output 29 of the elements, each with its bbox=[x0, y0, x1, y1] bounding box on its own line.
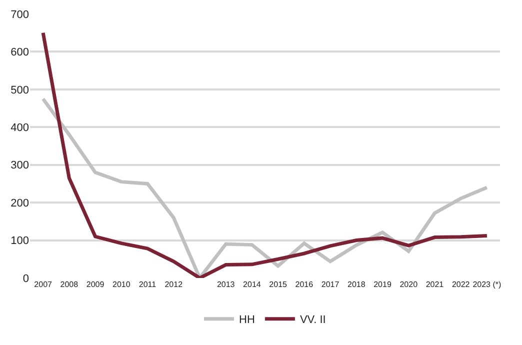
x-tick-label: 2014 bbox=[243, 280, 262, 289]
line-series bbox=[41, 31, 489, 278]
x-tick-label: 2015 bbox=[269, 280, 288, 289]
y-tick-label: 600 bbox=[10, 46, 29, 59]
x-tick-label: 2012 bbox=[164, 280, 184, 289]
x-tick-label: 2021 bbox=[426, 280, 444, 289]
x-tick-label: 2009 bbox=[86, 280, 105, 289]
y-tick-label: 700 bbox=[10, 8, 29, 21]
x-tick-label: 2010 bbox=[112, 280, 131, 289]
x-tick-label: 2008 bbox=[60, 280, 79, 289]
x-tick-label: 2007 bbox=[34, 280, 53, 289]
y-tick-label: 200 bbox=[10, 197, 29, 210]
legend-label: VV. II bbox=[300, 314, 326, 326]
x-tick-label: 2018 bbox=[347, 280, 366, 289]
x-tick-label: 2023 (*) bbox=[472, 280, 502, 289]
line-series bbox=[41, 97, 489, 278]
x-tick-label: 2022 bbox=[452, 280, 470, 289]
x-tick-label: 2017 bbox=[321, 280, 340, 289]
x-tick-label: 2020 bbox=[400, 280, 418, 289]
x-tick-label: 2013 bbox=[216, 280, 236, 289]
x-tick-label: 2019 bbox=[374, 280, 392, 289]
y-tick-label: 100 bbox=[10, 235, 29, 248]
y-tick-label: 400 bbox=[10, 122, 29, 134]
x-tick-label: 2011 bbox=[138, 280, 157, 289]
y-tick-label: 500 bbox=[10, 84, 29, 96]
y-tick-label: 0 bbox=[22, 272, 29, 285]
legend-label: HH bbox=[239, 314, 255, 326]
y-tick-label: 300 bbox=[10, 160, 29, 172]
x-tick-label: 2016 bbox=[295, 280, 314, 289]
